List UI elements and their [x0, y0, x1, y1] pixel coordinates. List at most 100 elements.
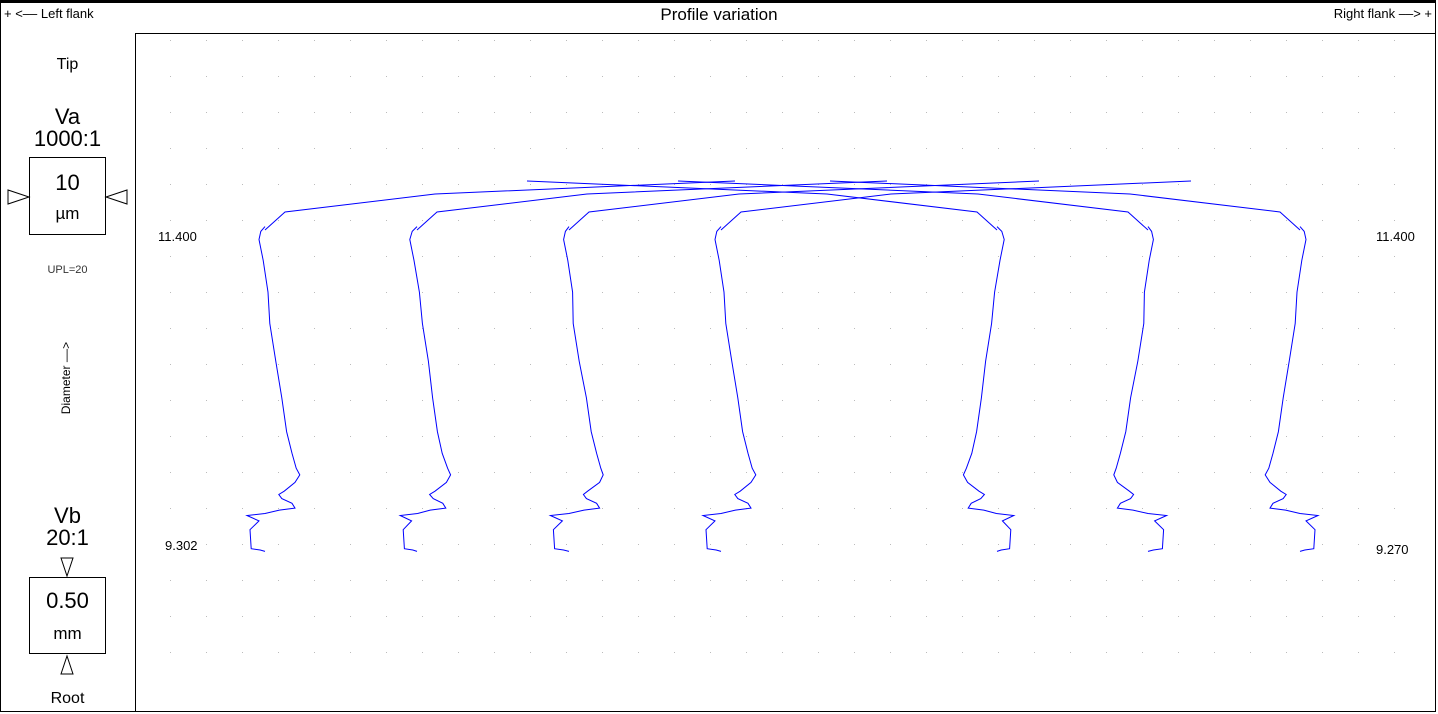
grid-dot: [1070, 472, 1071, 473]
grid-dot: [206, 220, 207, 221]
grid-dot: [1394, 292, 1395, 293]
grid-dot: [710, 112, 711, 113]
vb-scale-box: 0.50 mm: [29, 577, 106, 654]
grid-dot: [170, 580, 171, 581]
grid-dot: [170, 616, 171, 617]
grid-dot: [1034, 328, 1035, 329]
grid-dot: [674, 400, 675, 401]
grid-dot: [494, 220, 495, 221]
grid-dot: [710, 400, 711, 401]
grid-dot: [566, 364, 567, 365]
grid-dot: [1322, 616, 1323, 617]
grid-dot: [1394, 112, 1395, 113]
grid-dot: [1214, 436, 1215, 437]
grid-dot: [530, 256, 531, 257]
grid-dot: [746, 436, 747, 437]
grid-dot: [1322, 220, 1323, 221]
grid-dot: [818, 328, 819, 329]
grid-dot: [962, 436, 963, 437]
grid-dot: [1070, 292, 1071, 293]
grid-dot: [494, 328, 495, 329]
grid-dot: [674, 508, 675, 509]
grid-dot: [710, 148, 711, 149]
grid-dot: [998, 616, 999, 617]
profile-curves: [245, 180, 1320, 552]
grid-dot: [818, 256, 819, 257]
profile-curve-7: [1264, 226, 1320, 552]
grid-dot: [746, 580, 747, 581]
grid-dot: [242, 184, 243, 185]
grid-dot: [1178, 256, 1179, 257]
profile-curve-6: [1113, 226, 1169, 552]
grid-dot: [998, 292, 999, 293]
grid-dot: [1178, 580, 1179, 581]
grid-dot: [926, 616, 927, 617]
grid-dot: [818, 508, 819, 509]
grid-dot: [998, 148, 999, 149]
grid-dot: [314, 76, 315, 77]
grid-dot: [1178, 652, 1179, 653]
grid-dot: [962, 544, 963, 545]
grid-dot: [782, 508, 783, 509]
grid-dot: [170, 652, 171, 653]
grid-dot: [278, 436, 279, 437]
grid-dot: [1322, 400, 1323, 401]
grid-dot: [962, 76, 963, 77]
grid-dot: [998, 436, 999, 437]
grid-dot: [170, 256, 171, 257]
grid-dot: [1070, 580, 1071, 581]
grid-dot: [854, 652, 855, 653]
grid-dot: [350, 472, 351, 473]
grid-dot: [1322, 508, 1323, 509]
grid-dot: [1214, 544, 1215, 545]
grid-dot: [278, 400, 279, 401]
profile-curve-1: [245, 226, 301, 552]
grid-dot: [818, 652, 819, 653]
grid-dot: [1214, 40, 1215, 41]
grid-dot: [350, 436, 351, 437]
grid-dot: [1358, 364, 1359, 365]
grid-dot: [746, 544, 747, 545]
grid-dot: [278, 184, 279, 185]
vb-bottom-marker: [60, 654, 74, 675]
grid-dot: [818, 40, 819, 41]
grid-dot: [314, 544, 315, 545]
grid-dot: [1178, 364, 1179, 365]
grid-dot: [674, 580, 675, 581]
grid-dot: [206, 436, 207, 437]
grid-dot: [314, 328, 315, 329]
grid-dot: [386, 508, 387, 509]
grid-dot: [818, 544, 819, 545]
grid-dot: [782, 328, 783, 329]
grid-dot: [674, 148, 675, 149]
grid-dot: [530, 184, 531, 185]
grid-dot: [314, 220, 315, 221]
grid-dot: [1250, 184, 1251, 185]
grid-dot: [206, 76, 207, 77]
grid-dot: [458, 112, 459, 113]
grid-dot: [530, 148, 531, 149]
grid-dot: [458, 184, 459, 185]
grid-dot: [1286, 544, 1287, 545]
grid-dot: [350, 256, 351, 257]
grid-dot: [1250, 400, 1251, 401]
grid-dot: [782, 220, 783, 221]
grid-dot: [422, 580, 423, 581]
grid-dot: [962, 220, 963, 221]
grid-dot: [854, 364, 855, 365]
grid-dot: [1394, 40, 1395, 41]
grid-dot: [1322, 256, 1323, 257]
grid-dot: [638, 112, 639, 113]
grid-dot: [1106, 400, 1107, 401]
grid-dot: [854, 472, 855, 473]
grid-dot: [1070, 544, 1071, 545]
grid-dot: [1286, 508, 1287, 509]
grid-dot: [1178, 508, 1179, 509]
grid-dot: [818, 472, 819, 473]
grid-dot: [1322, 40, 1323, 41]
grid-dot: [1034, 220, 1035, 221]
grid-dot: [206, 328, 207, 329]
grid-dot: [1322, 472, 1323, 473]
grid-dot: [602, 364, 603, 365]
grid-dot: [1178, 292, 1179, 293]
